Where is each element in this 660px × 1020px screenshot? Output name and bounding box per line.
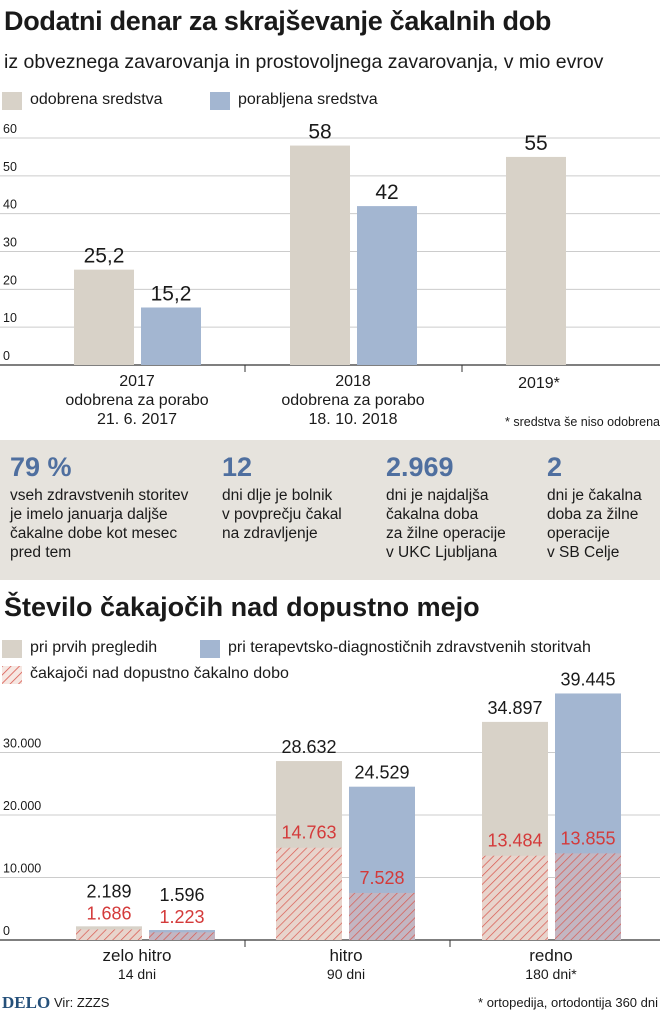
bar-over-limit bbox=[276, 847, 342, 940]
y-tick-label: 10 bbox=[3, 311, 17, 325]
delo-logo: DELO bbox=[2, 993, 51, 1012]
data-label: 55 bbox=[524, 132, 547, 155]
data-label-total: 24.529 bbox=[354, 763, 409, 783]
category-label-fast: hitro 90 dni bbox=[327, 946, 365, 984]
y-tick-label: 30.000 bbox=[3, 737, 41, 751]
stat-description: dni dlje je bolnik v povprečju čakal na … bbox=[222, 487, 342, 542]
data-label: 58 bbox=[308, 121, 331, 144]
category-label-2018: 2018 odobrena za porabo 18. 10. 2018 bbox=[281, 372, 424, 429]
y-tick-label: 40 bbox=[3, 198, 17, 212]
category-days: 14 dni bbox=[117, 966, 157, 982]
stat-shortest-wait: 2 dni je čakalna doba za žilne operacije… bbox=[547, 452, 642, 562]
bar-over-limit bbox=[555, 853, 621, 940]
legend-swatch-over bbox=[2, 666, 22, 684]
bar-over-limit bbox=[149, 932, 215, 940]
legend-swatch-used bbox=[210, 92, 230, 110]
data-label-over: 1.686 bbox=[86, 903, 131, 923]
chart1-footnote: * sredstva še niso odobrena bbox=[505, 415, 660, 429]
y-tick-label: 60 bbox=[3, 122, 17, 136]
stat-share: 79 % vseh zdravstvenih storitev je imelo… bbox=[10, 452, 188, 562]
data-label-total: 2.189 bbox=[86, 881, 131, 901]
data-label: 25,2 bbox=[84, 245, 125, 268]
stat-description: vseh zdravstvenih storitev je imelo janu… bbox=[10, 487, 189, 561]
category-label-2019: 2019* bbox=[518, 374, 560, 393]
stat-value: 79 % bbox=[10, 452, 72, 482]
y-tick-label: 0 bbox=[3, 924, 10, 938]
bar bbox=[141, 307, 201, 365]
legend-swatch-approved bbox=[2, 92, 22, 110]
data-label-total: 1.596 bbox=[159, 885, 204, 905]
category-year: 2017 bbox=[119, 373, 155, 390]
bar-over-limit bbox=[482, 855, 548, 940]
y-tick-label: 50 bbox=[3, 160, 17, 174]
bar bbox=[357, 206, 417, 365]
category-year: 2018 bbox=[335, 373, 371, 390]
category-date: 18. 10. 2018 bbox=[308, 411, 398, 428]
section-title-waiting: Število čakajočih nad dopustno mejo bbox=[4, 592, 480, 622]
legend-label-therapy: pri terapevtsko-diagnostičnih zdravstven… bbox=[228, 639, 591, 656]
category-name: hitro bbox=[329, 946, 363, 965]
bar bbox=[506, 156, 566, 365]
data-label-over: 13.484 bbox=[487, 831, 542, 851]
legend-label-used: porabljena sredstva bbox=[238, 91, 378, 108]
stat-longest-wait: 2.969 dni je najdaljša čakalna doba za ž… bbox=[386, 452, 506, 562]
data-label-over: 13.855 bbox=[560, 828, 615, 848]
category-days: 90 dni bbox=[326, 966, 366, 982]
legend-label-first: pri prvih pregledih bbox=[30, 639, 158, 656]
category-year: 2019* bbox=[518, 375, 560, 392]
data-label-over: 14.763 bbox=[281, 823, 336, 843]
stat-value: 12 bbox=[222, 452, 253, 482]
data-label-over: 1.223 bbox=[159, 907, 204, 927]
category-label-2017: 2017 odobrena za porabo 21. 6. 2017 bbox=[65, 372, 208, 429]
category-note: odobrena za porabo bbox=[65, 392, 209, 409]
data-label-over: 7.528 bbox=[359, 868, 404, 888]
chart-funds: 0 10 20 30 40 50 60 25,2 58 55 15,2 42 bbox=[0, 121, 660, 372]
legend-swatch-first bbox=[2, 640, 22, 658]
category-note: odobrena za porabo bbox=[281, 392, 425, 409]
stat-value: 2.969 bbox=[386, 452, 454, 482]
data-label: 42 bbox=[375, 181, 398, 204]
stat-description: dni je čakalna doba za žilne operacije v… bbox=[547, 487, 642, 561]
chart-title: Dodatni denar za skrajševanje čakalnih d… bbox=[4, 6, 552, 36]
bar-over-limit bbox=[349, 892, 415, 940]
data-label-total: 28.632 bbox=[281, 737, 336, 757]
category-days: 180 dni* bbox=[525, 966, 577, 982]
y-tick-label: 0 bbox=[3, 349, 10, 363]
stat-value: 2 bbox=[547, 452, 563, 482]
y-tick-label: 10.000 bbox=[3, 862, 41, 876]
data-label: 15,2 bbox=[151, 282, 192, 305]
chart-subtitle: iz obveznega zavarovanja in prostovoljne… bbox=[4, 51, 604, 73]
y-tick-label: 20 bbox=[3, 273, 17, 287]
stats-band bbox=[0, 440, 660, 580]
bar-over-limit bbox=[76, 929, 142, 940]
legend-swatch-therapy bbox=[200, 640, 220, 658]
legend-label-over: čakajoči nad dopustno čakalno dobo bbox=[30, 665, 289, 682]
chart2-footnote: * ortopedija, ortodontija 360 dni bbox=[478, 995, 658, 1010]
legend-label-approved: odobrena sredstva bbox=[30, 91, 163, 108]
category-name: redno bbox=[529, 946, 573, 965]
bar bbox=[74, 269, 134, 365]
category-name: zelo hitro bbox=[102, 946, 172, 965]
category-label-very-fast: zelo hitro 14 dni bbox=[103, 946, 172, 984]
data-label-total: 34.897 bbox=[487, 698, 542, 718]
source-note: Vir: ZZZS bbox=[54, 995, 110, 1010]
y-tick-label: 30 bbox=[3, 236, 17, 250]
data-label-total: 39.445 bbox=[560, 669, 615, 689]
stat-description: dni je najdaljša čakalna doba za žilne o… bbox=[386, 487, 506, 561]
bar bbox=[290, 145, 350, 365]
stat-days-longer: 12 dni dlje je bolnik v povprečju čakal … bbox=[222, 452, 342, 543]
category-label-regular: redno 180 dni* bbox=[525, 946, 576, 984]
category-date: 21. 6. 2017 bbox=[96, 411, 178, 428]
y-tick-label: 20.000 bbox=[3, 799, 41, 813]
